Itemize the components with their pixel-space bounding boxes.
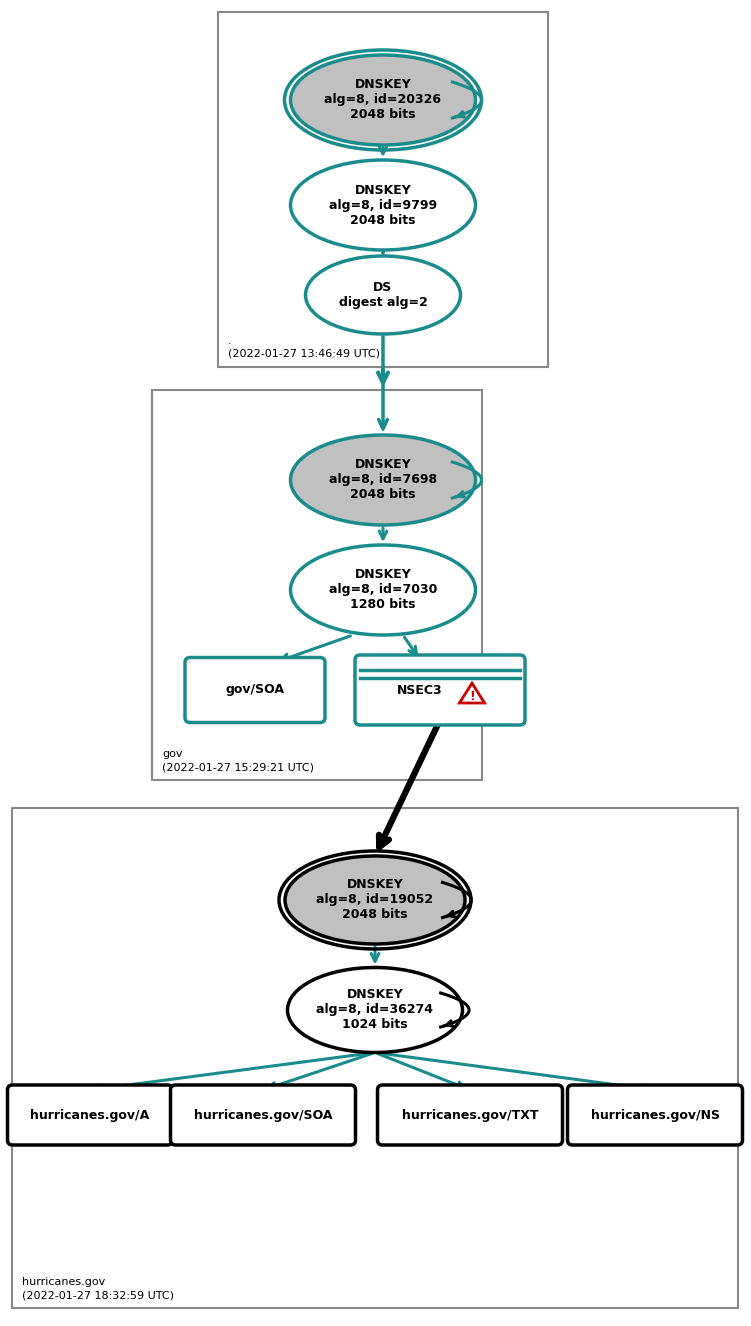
Text: hurricanes.gov/TXT: hurricanes.gov/TXT [402, 1109, 538, 1122]
Ellipse shape [285, 857, 465, 944]
FancyBboxPatch shape [170, 1085, 355, 1144]
Text: DS
digest alg=2: DS digest alg=2 [339, 281, 427, 309]
FancyBboxPatch shape [12, 808, 738, 1307]
Ellipse shape [306, 256, 460, 334]
FancyBboxPatch shape [568, 1085, 743, 1144]
Ellipse shape [288, 968, 463, 1053]
Polygon shape [460, 683, 484, 703]
Text: .
(2022-01-27 13:46:49 UTC): . (2022-01-27 13:46:49 UTC) [228, 335, 380, 359]
FancyBboxPatch shape [8, 1085, 173, 1144]
Text: DNSKEY
alg=8, id=19052
2048 bits: DNSKEY alg=8, id=19052 2048 bits [316, 879, 433, 922]
Text: hurricanes.gov/A: hurricanes.gov/A [30, 1109, 149, 1122]
Text: DNSKEY
alg=8, id=7698
2048 bits: DNSKEY alg=8, id=7698 2048 bits [329, 459, 437, 501]
Text: hurricanes.gov/SOA: hurricanes.gov/SOA [194, 1109, 332, 1122]
Ellipse shape [291, 435, 475, 525]
Text: DNSKEY
alg=8, id=36274
1024 bits: DNSKEY alg=8, id=36274 1024 bits [316, 988, 433, 1032]
FancyBboxPatch shape [355, 655, 525, 725]
Text: DNSKEY
alg=8, id=7030
1280 bits: DNSKEY alg=8, id=7030 1280 bits [329, 569, 437, 611]
Text: gov
(2022-01-27 15:29:21 UTC): gov (2022-01-27 15:29:21 UTC) [162, 749, 314, 772]
FancyBboxPatch shape [152, 390, 482, 780]
Text: !: ! [469, 690, 475, 703]
FancyBboxPatch shape [218, 12, 548, 367]
Ellipse shape [291, 160, 475, 251]
Text: NSEC3: NSEC3 [397, 683, 443, 696]
Text: hurricanes.gov
(2022-01-27 18:32:59 UTC): hurricanes.gov (2022-01-27 18:32:59 UTC) [22, 1277, 174, 1299]
FancyBboxPatch shape [378, 1085, 562, 1144]
Ellipse shape [291, 545, 475, 635]
Text: DNSKEY
alg=8, id=9799
2048 bits: DNSKEY alg=8, id=9799 2048 bits [329, 183, 437, 227]
Text: gov/SOA: gov/SOA [225, 683, 285, 696]
Ellipse shape [291, 54, 475, 145]
Text: DNSKEY
alg=8, id=20326
2048 bits: DNSKEY alg=8, id=20326 2048 bits [324, 78, 442, 122]
Text: hurricanes.gov/NS: hurricanes.gov/NS [590, 1109, 719, 1122]
FancyBboxPatch shape [185, 658, 325, 723]
